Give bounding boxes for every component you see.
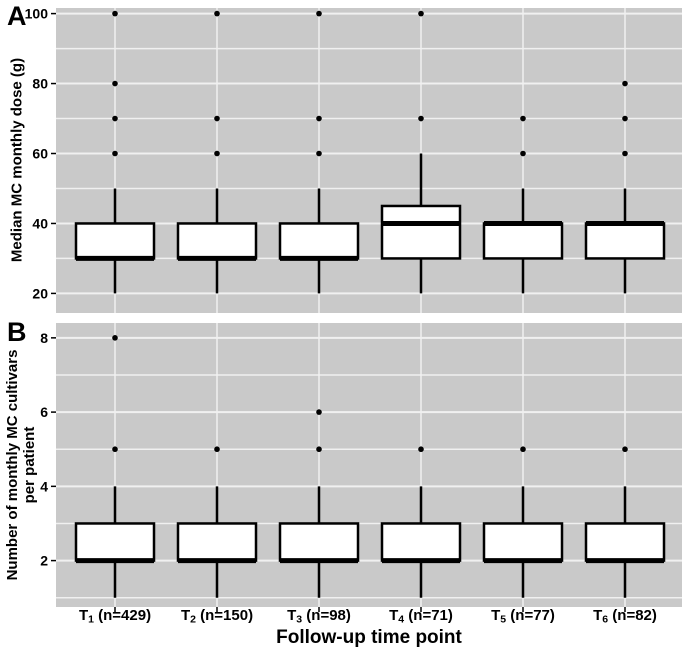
panel-b-box-group-4 xyxy=(380,446,462,598)
x-category-subscript: 3 xyxy=(296,613,303,626)
x-axis-title: Follow-up time point xyxy=(276,627,462,648)
outlier-dot xyxy=(214,150,220,157)
box-rect xyxy=(380,204,462,260)
x-category-label-T3: T3 (n=98) xyxy=(287,607,351,626)
outlier-dot xyxy=(112,335,118,341)
panel-b-box-group-5 xyxy=(482,446,564,598)
outlier-dot xyxy=(112,80,118,87)
outlier-dot xyxy=(520,115,526,122)
x-category-label-T4: T4 (n=71) xyxy=(389,607,453,626)
x-category-subscript: 4 xyxy=(398,613,405,626)
outlier-dot xyxy=(622,115,628,122)
panel-a-box-group-1 xyxy=(74,10,156,294)
outlier-dot xyxy=(316,10,322,17)
x-category-label-T5: T5 (n=77) xyxy=(491,607,555,626)
outlier-dot xyxy=(214,10,220,17)
panel-b-y-axis-title-line2: per patient xyxy=(21,426,38,504)
panel-b-y-tick-label: 4 xyxy=(40,478,48,494)
outlier-dot xyxy=(316,115,322,122)
outlier-dot xyxy=(622,150,628,157)
panel-b-y-tick-label: 6 xyxy=(40,404,48,420)
panel-a-plot-area xyxy=(56,8,682,313)
panel-a-group: 20 40 60 80 100 xyxy=(25,6,682,313)
panel-a-box-group-6 xyxy=(584,80,666,294)
outlier-dot xyxy=(418,446,424,453)
x-category-label-T2: T2 (n=150) xyxy=(180,607,254,626)
box-rect xyxy=(74,522,156,562)
outlier-dot xyxy=(316,150,322,157)
panel-a-y-tick-label: 60 xyxy=(32,146,48,162)
outlier-dot xyxy=(214,446,220,453)
panel-b-box-group-2 xyxy=(176,446,258,598)
x-category-subscript: 1 xyxy=(88,613,94,626)
panel-a-y-axis-title: Median MC monthly dose (g) xyxy=(8,57,26,263)
outlier-dot xyxy=(520,150,526,157)
panel-b-y-axis-title: Number of monthly MC cultivars per patie… xyxy=(4,350,38,581)
panel-b-box-group-3 xyxy=(278,409,360,598)
box-rect xyxy=(176,222,258,260)
box-rect xyxy=(584,522,666,562)
outlier-dot xyxy=(112,115,118,122)
panel-a-box-group-2 xyxy=(176,10,258,294)
panel-b-label: B xyxy=(7,317,27,347)
panel-a-y-tick-label: 20 xyxy=(32,285,48,301)
box-rect xyxy=(482,222,564,260)
outlier-dot xyxy=(112,446,118,453)
panel-b-y-tick-label: 2 xyxy=(40,553,48,569)
box-rect xyxy=(176,522,258,562)
x-category-subscript: 5 xyxy=(500,613,507,626)
panel-b-y-axis-title-line1: Number of monthly MC cultivars xyxy=(4,349,21,581)
x-category-label-T6: T6 (n=82) xyxy=(593,607,657,626)
outlier-dot xyxy=(112,150,118,157)
panel-a-box-group-4 xyxy=(380,10,462,294)
outlier-dot xyxy=(316,446,322,453)
outlier-dot xyxy=(214,115,220,122)
panel-a-y-tick-label: 100 xyxy=(25,6,49,22)
panel-b-y-tick-label: 8 xyxy=(40,330,48,346)
outlier-dot xyxy=(622,446,628,453)
panel-a-y-tick-label: 80 xyxy=(32,76,48,92)
panel-a-label: A xyxy=(7,1,27,31)
panel-b-box-group-6 xyxy=(584,446,666,598)
outlier-dot xyxy=(418,115,424,122)
outlier-dot xyxy=(520,446,526,453)
outlier-dot xyxy=(112,10,118,17)
box-rect xyxy=(584,222,666,260)
outlier-dot xyxy=(418,10,424,17)
panel-b-box-group-1 xyxy=(74,335,156,598)
panel-a-y-tick-label: 40 xyxy=(32,215,48,231)
outlier-dot xyxy=(622,80,628,87)
x-category-label-T1: T1 (n=429) xyxy=(78,607,152,626)
panel-a-box-group-3 xyxy=(278,10,360,294)
panel-b-group: 2 4 6 8 xyxy=(40,323,682,612)
box-rect xyxy=(278,522,360,562)
panel-a-box-group-5 xyxy=(482,115,564,294)
box-rect xyxy=(278,222,360,260)
x-category-subscript: 6 xyxy=(602,613,609,626)
outlier-dot xyxy=(316,409,322,415)
x-category-subscript: 2 xyxy=(190,613,196,626)
box-rect xyxy=(482,522,564,562)
panel-b-plot-area xyxy=(56,323,682,607)
box-rect xyxy=(74,222,156,260)
box-rect xyxy=(380,522,462,562)
